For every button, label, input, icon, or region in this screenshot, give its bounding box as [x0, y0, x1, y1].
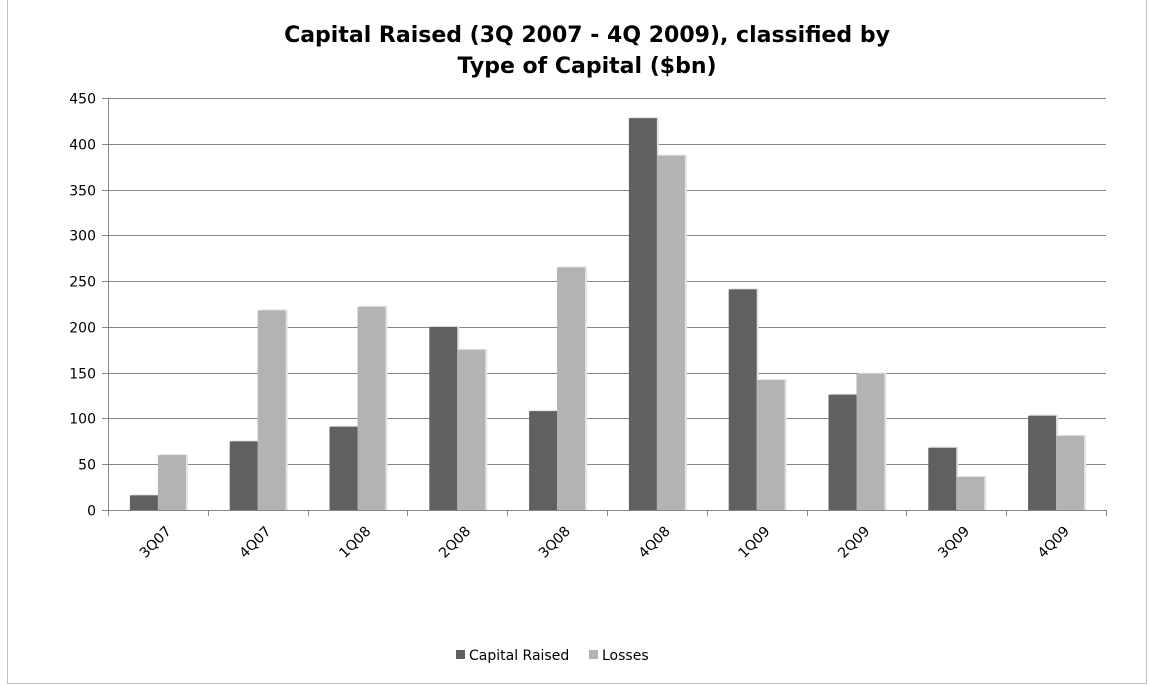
x-tick-label: 4Q07: [237, 524, 275, 562]
chart-title: Capital Raised (3Q 2007 - 4Q 2009), clas…: [284, 23, 890, 79]
bar-losses-4q07: [257, 310, 286, 510]
bar-capital-raised-4q07: [229, 441, 258, 510]
y-tick-label: 150: [69, 367, 96, 383]
bar-capital-raised-3q09: [928, 447, 957, 510]
x-axis: 3Q07 4Q07 1Q08 2Q08 3Q08 4Q08 1Q09 2Q09 3Q09 4Q09: [108, 510, 1107, 562]
bar-capital-raised-2q08: [429, 326, 458, 510]
legend: Capital Raised Losses: [456, 648, 649, 664]
bar-chart: Capital Raised (3Q 2007 - 4Q 2009), clas…: [69, 23, 1107, 664]
y-tick-label: 250: [69, 275, 96, 291]
x-tick-label: 2Q09: [835, 524, 873, 562]
bar-capital-raised-1q09: [728, 289, 757, 510]
x-tick-label: 4Q08: [636, 524, 674, 562]
bar-capital-raised-4q09: [1028, 415, 1057, 510]
legend-label: Losses: [602, 648, 649, 664]
x-tick-label: 4Q09: [1035, 524, 1073, 562]
y-tick-label: 300: [69, 229, 96, 245]
bar-losses-3q08: [557, 267, 586, 510]
bar-losses-1q09: [756, 379, 785, 510]
bar-losses-4q08: [656, 155, 685, 510]
bar-losses-3q09: [956, 477, 985, 510]
x-tick-label: 3Q08: [536, 524, 574, 562]
x-tick-label: 1Q09: [736, 524, 774, 562]
legend-swatch: [456, 650, 465, 659]
x-tick-label: 2Q08: [436, 524, 474, 562]
bar-losses-3q07: [157, 455, 186, 510]
legend-swatch: [589, 650, 598, 659]
chart-title-line-2: Type of Capital ($bn): [457, 54, 716, 79]
y-tick-label: 450: [69, 92, 96, 108]
x-tick-label: 3Q09: [935, 524, 973, 562]
y-tick-label: 100: [69, 412, 96, 428]
y-axis: 0 50 100 150 200 250 300 350 400 450: [69, 92, 109, 520]
legend-item-capital-raised: Capital Raised: [456, 648, 569, 664]
bar-losses-4q09: [1056, 435, 1085, 510]
y-tick-label: 400: [69, 138, 96, 154]
bar-capital-raised-4q08: [628, 118, 657, 511]
x-tick-label: 3Q07: [137, 524, 175, 562]
bar-losses-2q08: [457, 349, 486, 510]
legend-item-losses: Losses: [589, 648, 649, 664]
y-tick-label: 0: [87, 504, 96, 520]
bar-losses-2q09: [856, 373, 885, 510]
bars: [129, 117, 1087, 511]
y-tick-label: 50: [78, 458, 96, 474]
bar-capital-raised-3q08: [529, 411, 558, 510]
bar-capital-raised-2q09: [828, 394, 857, 510]
bar-capital-raised-3q07: [129, 495, 158, 510]
x-tick-label: 1Q08: [336, 524, 374, 562]
legend-label: Capital Raised: [469, 648, 569, 664]
y-tick-label: 200: [69, 321, 96, 337]
y-tick-label: 350: [69, 184, 96, 200]
chart-title-line-1: Capital Raised (3Q 2007 - 4Q 2009), clas…: [284, 23, 890, 48]
chart-area: Capital Raised (3Q 2007 - 4Q 2009), clas…: [7, 0, 1147, 684]
bar-losses-1q08: [357, 306, 386, 510]
bar-capital-raised-1q08: [329, 426, 358, 510]
